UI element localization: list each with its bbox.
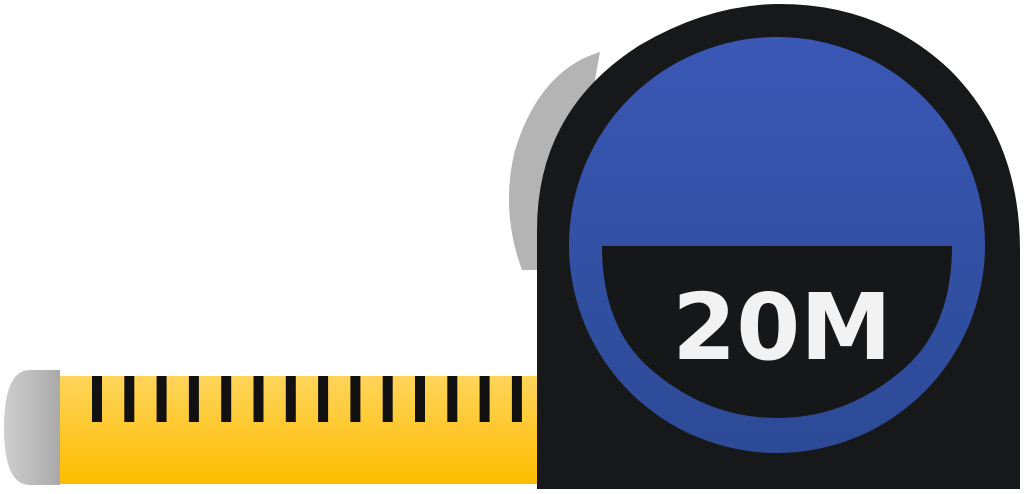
tape-tick — [415, 376, 425, 422]
tape-hook — [4, 370, 60, 485]
tape-tick-marks — [92, 376, 555, 422]
label-window — [602, 246, 952, 418]
tape-tick — [156, 376, 167, 422]
tape-tick — [511, 376, 522, 422]
tape-tick — [124, 376, 135, 422]
tape-tick — [285, 376, 296, 422]
tape-tick — [253, 376, 264, 422]
tape-tick — [92, 376, 102, 422]
tape-tick — [188, 376, 199, 422]
tape-tick — [447, 376, 458, 422]
tape-tick — [318, 376, 329, 422]
tape-tick — [221, 376, 232, 422]
tape-blade — [60, 376, 550, 484]
tape-tick — [382, 376, 393, 422]
capacity-label: 20M — [672, 274, 892, 381]
tape-tick — [479, 376, 490, 422]
tape-tick — [350, 376, 361, 422]
